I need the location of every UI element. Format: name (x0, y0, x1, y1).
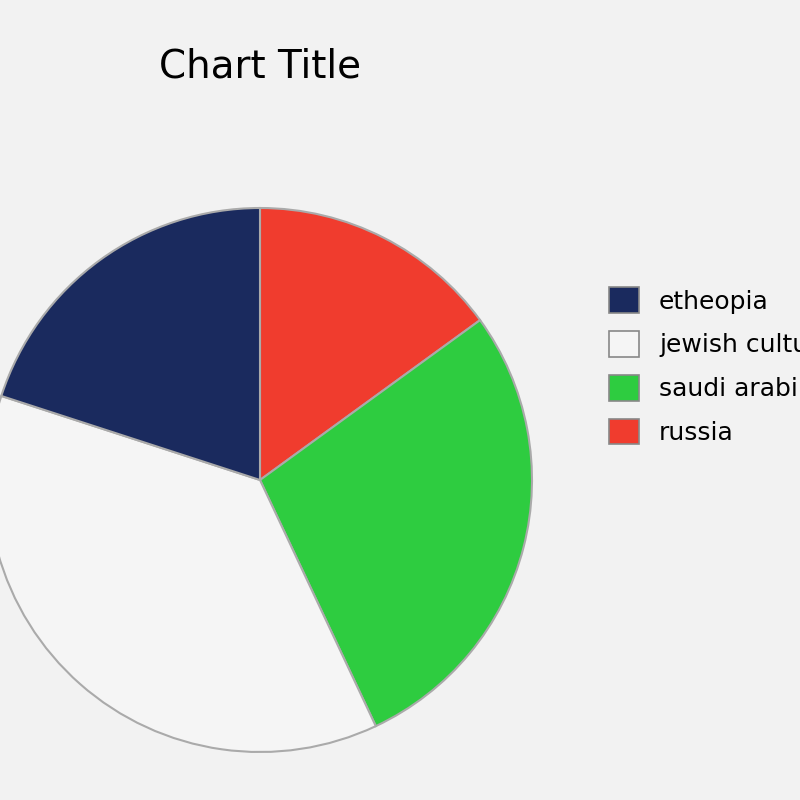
Wedge shape (260, 320, 532, 726)
Wedge shape (2, 208, 260, 480)
Wedge shape (260, 208, 480, 480)
Legend: etheopia, jewish culture, saudi arabi, russia: etheopia, jewish culture, saudi arabi, r… (597, 275, 800, 458)
Title: Chart Title: Chart Title (159, 47, 361, 86)
Wedge shape (0, 396, 376, 752)
